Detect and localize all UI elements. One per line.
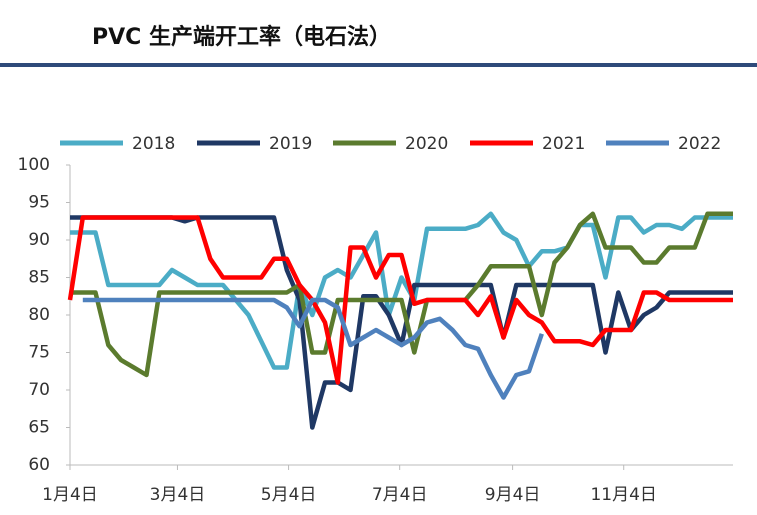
x-tick-label: 1月4日 — [42, 485, 98, 505]
title-rule — [0, 63, 757, 67]
y-tick-label: 60 — [28, 455, 50, 475]
series-line — [70, 211, 733, 378]
x-tick-label: 7月4日 — [372, 485, 428, 505]
x-tick-label: 9月4日 — [485, 485, 541, 505]
legend-label: 2019 — [269, 134, 312, 154]
legend-label: 2018 — [132, 134, 175, 154]
series-line — [82, 297, 544, 400]
y-tick-label: 85 — [28, 268, 50, 288]
legend-label: 2022 — [678, 134, 721, 154]
legend-label: 2020 — [405, 134, 448, 154]
chart-title: PVC 生产端开工率（电石法） — [92, 24, 391, 50]
x-tick-label: 5月4日 — [261, 485, 317, 505]
series-line — [67, 215, 733, 385]
y-tick-label: 90 — [28, 230, 50, 250]
x-tick-label: 3月4日 — [150, 485, 206, 505]
y-tick-label: 70 — [28, 380, 50, 400]
y-tick-label: 65 — [28, 418, 50, 438]
y-tick-label: 75 — [28, 343, 50, 363]
y-tick-label: 95 — [28, 193, 50, 213]
y-tick-label: 100 — [18, 155, 50, 175]
x-tick-label: 11月4日 — [590, 485, 656, 505]
series-line — [70, 211, 733, 370]
legend-label: 2021 — [542, 134, 585, 154]
y-tick-label: 80 — [28, 305, 50, 325]
